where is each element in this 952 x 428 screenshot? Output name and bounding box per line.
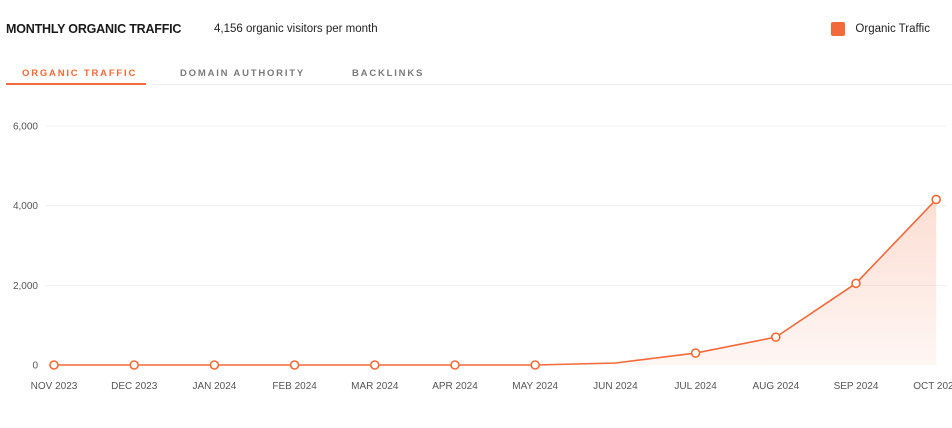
chart-header: MONTHLY ORGANIC TRAFFIC 4,156 organic vi… — [6, 22, 946, 40]
y-tick-label: 2,000 — [13, 281, 38, 292]
data-point[interactable] — [931, 194, 942, 205]
data-point[interactable] — [530, 360, 541, 370]
data-point[interactable] — [690, 348, 701, 358]
legend: Organic Traffic — [831, 22, 930, 36]
chart-subtitle: 4,156 organic visitors per month — [214, 23, 378, 35]
tab-bar: ORGANIC TRAFFIC DOMAIN AUTHORITY BACKLIN… — [6, 68, 952, 86]
y-tick-label: 0 — [32, 361, 38, 372]
tab-backlinks[interactable]: BACKLINKS — [352, 68, 425, 79]
series-area — [54, 199, 937, 365]
legend-swatch — [831, 22, 846, 36]
data-point[interactable] — [450, 360, 460, 370]
x-tick-label: DEC 2023 — [111, 381, 158, 392]
data-point[interactable] — [129, 360, 139, 370]
data-point[interactable] — [209, 360, 220, 370]
data-point[interactable] — [369, 360, 380, 370]
x-tick-label: OCT 2024 — [913, 381, 952, 392]
tab-domain-authority[interactable]: DOMAIN AUTHORITY — [180, 68, 306, 79]
x-tick-label: MAR 2024 — [351, 381, 399, 392]
y-tick-label: 6,000 — [13, 122, 38, 133]
chart-title: MONTHLY ORGANIC TRAFFIC — [6, 22, 182, 36]
x-tick-label: MAY 2024 — [512, 381, 558, 392]
x-tick-label: JAN 2024 — [192, 381, 236, 392]
active-tab-underline — [6, 83, 146, 85]
x-tick-label: NOV 2023 — [31, 381, 78, 392]
x-tick-label: JUN 2024 — [593, 381, 638, 392]
tab-divider — [152, 84, 952, 85]
series-line — [54, 198, 937, 366]
tab-organic-traffic[interactable]: ORGANIC TRAFFIC — [22, 68, 138, 79]
x-tick-label: SEP 2024 — [834, 381, 879, 392]
x-tick-label: FEB 2024 — [272, 381, 317, 392]
y-tick-label: 4,000 — [13, 201, 38, 212]
data-point[interactable] — [770, 332, 781, 342]
data-point[interactable] — [289, 360, 300, 370]
x-tick-label: APR 2024 — [432, 381, 478, 392]
x-tick-label: AUG 2024 — [752, 381, 799, 392]
legend-label: Organic Traffic — [855, 23, 930, 35]
x-tick-label: JUL 2024 — [674, 381, 717, 392]
data-point[interactable] — [49, 360, 59, 370]
data-point[interactable] — [851, 278, 861, 289]
